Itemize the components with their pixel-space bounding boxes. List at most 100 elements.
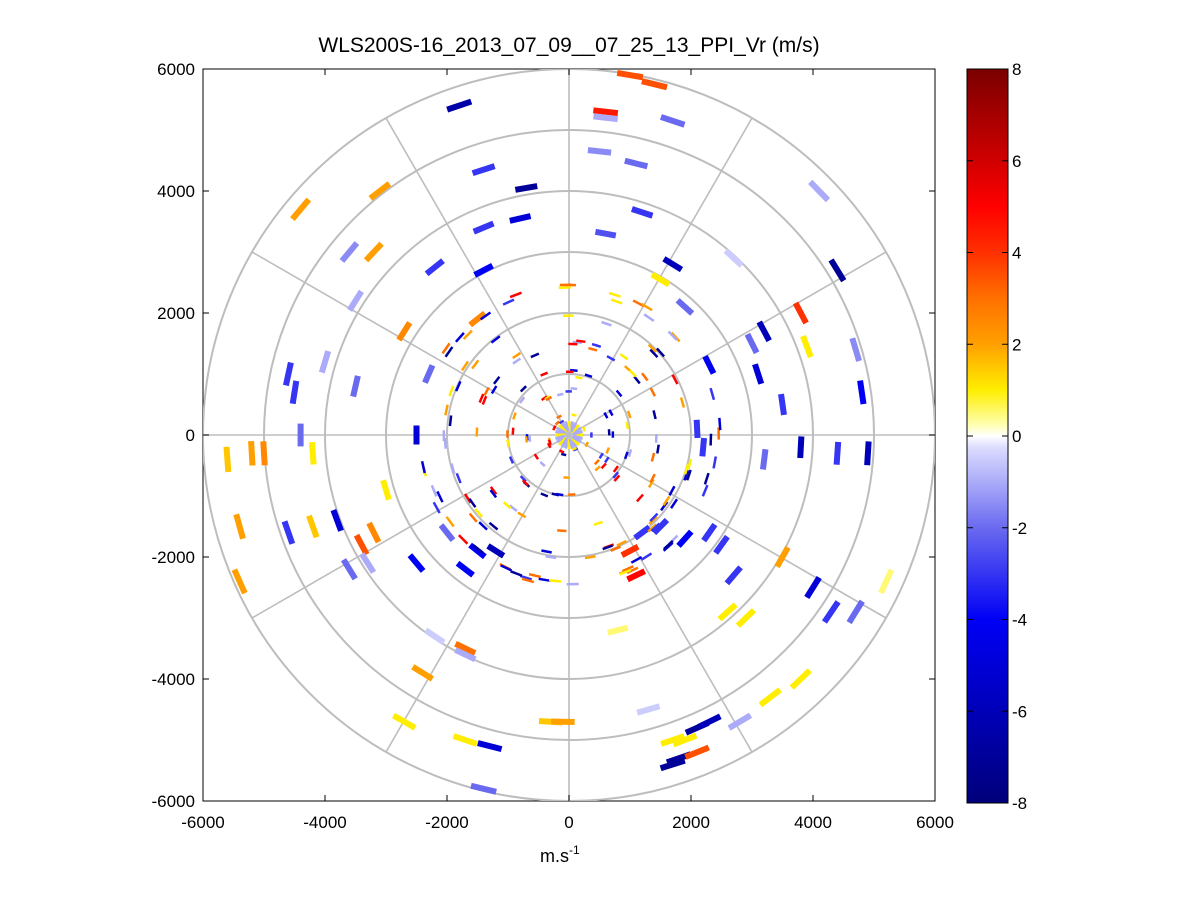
velocity-point [723,248,744,268]
velocity-point [724,565,743,586]
inner-echo [478,521,488,531]
inner-echo [518,396,526,404]
colorbar-ticks: 8 6 4 2 0 -2 -4 -6 -8 [967,60,1027,813]
velocity-point [330,508,344,532]
colorbar-tick-label: 8 [1012,60,1021,79]
velocity-point [260,441,268,466]
velocity-point [477,740,503,753]
inner-echo [662,495,671,506]
velocity-point [616,69,644,81]
inner-echo [519,475,527,483]
velocity-point [380,479,392,501]
velocity-point [864,441,872,466]
inner-echo [519,385,528,393]
velocity-point [424,258,445,277]
colorbar-tick-label: 2 [1012,335,1021,354]
inner-echo [649,512,659,522]
colorbar-tick-label: 4 [1012,244,1021,263]
colorbar-tick-label: 6 [1012,152,1021,171]
inner-echo [490,385,498,395]
inner-echo [572,340,582,344]
inner-echo [630,555,643,564]
inner-echo [509,291,522,299]
inner-echo [541,549,552,554]
velocity-point [353,533,370,556]
velocity-point [289,380,300,405]
inner-echo [454,380,462,392]
inner-echo [668,485,676,496]
velocity-point [468,310,487,328]
velocity-point [774,545,791,569]
velocity-point [454,647,477,663]
inner-echo [471,359,480,370]
inner-echo [448,385,455,397]
velocity-point [699,437,708,457]
velocity-point [424,627,446,645]
velocity-point [778,393,787,416]
y-tick-label: 0 [186,426,195,445]
inner-echo [612,465,620,473]
velocity-point [849,337,862,362]
velocity-point [248,440,256,466]
inner-echo [670,498,679,509]
inner-echo [557,392,564,397]
velocity-point [411,664,435,682]
inner-echo [649,473,656,483]
inner-echo [683,463,690,475]
inner-echo [581,426,587,432]
inner-echo [628,369,637,378]
velocity-point [486,543,506,559]
velocity-point [759,448,769,470]
inner-echo [430,484,438,497]
inner-echo [623,451,629,460]
velocity-point [684,744,710,760]
velocity-point [630,206,654,219]
inner-echo [650,452,656,462]
velocity-point [620,543,640,558]
inner-echo [502,501,512,510]
inner-echo [432,501,441,514]
velocity-point [396,321,413,342]
inner-echo [558,449,565,454]
velocity-point [828,258,847,283]
y-tick-label: -2000 [152,548,195,567]
inner-echo [610,298,623,305]
colorbar-tick-label: -2 [1012,519,1027,538]
x-tick-label: -4000 [303,813,346,832]
inner-echo [552,425,557,431]
inner-echo [685,469,692,481]
inner-echo [718,417,722,431]
x-tick-label: 4000 [794,813,832,832]
inner-echo [687,458,693,470]
inner-echo [455,472,462,484]
velocity-point [514,183,538,193]
x-axis-label: m.s-1 [540,843,580,866]
inner-echo [588,346,598,352]
inner-echo [712,456,718,469]
x-tick-label: -6000 [181,813,224,832]
inner-echo [489,486,498,495]
inner-echo [652,410,657,420]
inner-echo [671,374,679,385]
velocity-point [662,256,684,273]
inner-echo [506,439,510,448]
inner-echo [625,421,630,430]
inner-echo [605,447,611,454]
velocity-point [676,529,694,548]
inner-echo [709,387,716,401]
inner-echo [528,435,532,442]
inner-echo [458,534,469,545]
colorbar-tick-label: 0 [1012,427,1021,446]
velocity-point [756,320,772,343]
velocity-point [789,668,812,690]
inner-echo [571,413,577,417]
inner-echo [521,577,535,584]
y-tick-label: -6000 [152,792,195,811]
velocity-point [470,782,497,795]
inner-echo [528,572,541,579]
inner-echo [548,579,562,583]
inner-echo [641,372,649,382]
chart-title: WLS200S-16_2013_07_09__07_25_13_PPI_Vr (… [318,34,819,57]
y-tick-label: 6000 [157,60,195,79]
velocity-point [696,713,722,730]
